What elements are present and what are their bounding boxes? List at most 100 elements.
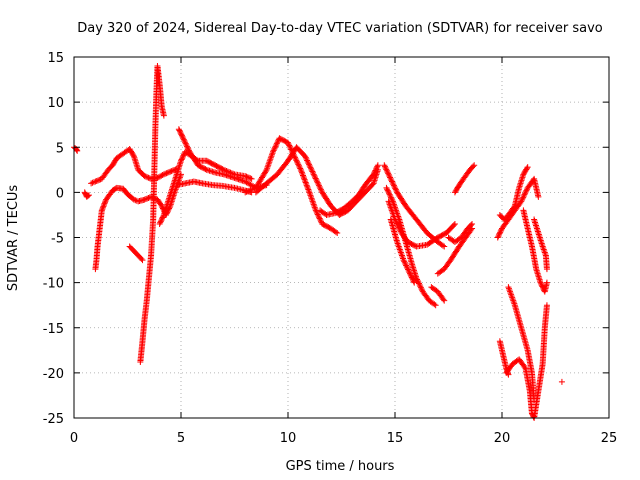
data-point bbox=[141, 196, 148, 203]
data-point bbox=[182, 140, 189, 147]
data-point bbox=[404, 265, 411, 272]
data-point bbox=[432, 302, 439, 309]
data-point bbox=[178, 157, 184, 164]
data-point bbox=[180, 136, 187, 143]
y-tick-label: -5 bbox=[51, 232, 64, 247]
x-tick-label: 25 bbox=[601, 431, 618, 446]
data-point bbox=[157, 173, 164, 180]
data-point bbox=[306, 162, 313, 169]
series-arc-25 bbox=[503, 302, 550, 421]
data-point bbox=[417, 283, 424, 290]
data-point bbox=[144, 195, 151, 202]
data-point bbox=[244, 188, 251, 195]
series-arc-5 bbox=[126, 243, 146, 264]
data-point bbox=[179, 153, 186, 160]
series-arc-28 bbox=[558, 378, 565, 385]
data-point bbox=[314, 211, 321, 218]
data-point bbox=[94, 177, 101, 184]
data-point bbox=[400, 257, 407, 264]
data-point bbox=[543, 302, 550, 309]
data-point bbox=[285, 139, 291, 146]
data-point bbox=[524, 164, 531, 171]
data-point bbox=[273, 140, 280, 147]
data-point bbox=[142, 196, 149, 203]
data-point bbox=[439, 242, 446, 249]
data-point bbox=[440, 296, 447, 303]
data-point bbox=[417, 284, 424, 291]
data-point bbox=[394, 221, 401, 228]
data-point bbox=[383, 166, 390, 173]
series-arc-27 bbox=[531, 216, 550, 273]
data-point bbox=[293, 158, 300, 165]
data-point bbox=[470, 163, 477, 170]
data-point bbox=[185, 147, 192, 154]
data-point bbox=[403, 262, 410, 269]
data-point bbox=[306, 161, 313, 168]
data-point bbox=[385, 170, 392, 177]
data-point bbox=[247, 175, 254, 182]
data-point bbox=[389, 197, 396, 204]
data-point bbox=[158, 172, 165, 179]
data-point bbox=[166, 169, 173, 176]
data-point bbox=[441, 297, 448, 304]
data-point bbox=[74, 147, 81, 154]
data-point bbox=[523, 187, 530, 194]
data-point bbox=[163, 170, 170, 177]
data-point bbox=[451, 220, 458, 227]
data-point bbox=[294, 160, 301, 167]
series-arc-2 bbox=[81, 189, 92, 200]
data-point bbox=[243, 173, 250, 180]
data-point bbox=[392, 186, 399, 193]
data-point bbox=[392, 185, 399, 192]
y-tick-label: 0 bbox=[56, 186, 64, 201]
data-point bbox=[370, 171, 377, 178]
data-point bbox=[274, 139, 281, 146]
data-point bbox=[386, 190, 393, 197]
data-point bbox=[371, 168, 378, 175]
data-point bbox=[296, 164, 303, 171]
data-point bbox=[523, 165, 530, 172]
data-point bbox=[381, 163, 388, 170]
data-point bbox=[297, 166, 304, 173]
data-point bbox=[372, 167, 379, 174]
data-point bbox=[332, 229, 339, 236]
data-point bbox=[520, 192, 527, 199]
y-tick-label: 10 bbox=[47, 96, 64, 111]
data-point bbox=[304, 185, 311, 192]
data-point bbox=[317, 185, 324, 192]
data-point bbox=[98, 207, 105, 214]
data-point bbox=[302, 178, 309, 185]
data-point bbox=[413, 275, 420, 282]
data-point bbox=[141, 173, 148, 180]
data-point bbox=[248, 186, 255, 193]
data-point bbox=[519, 195, 526, 202]
data-point bbox=[102, 197, 109, 204]
data-point bbox=[102, 199, 109, 206]
data-point bbox=[315, 181, 322, 188]
data-point bbox=[395, 224, 402, 231]
data-point bbox=[520, 194, 527, 201]
data-point bbox=[303, 180, 310, 187]
data-point bbox=[418, 285, 425, 292]
data-point bbox=[92, 178, 99, 185]
data-point bbox=[410, 277, 417, 284]
data-point bbox=[522, 190, 529, 197]
data-point bbox=[299, 171, 306, 178]
data-point bbox=[298, 169, 305, 176]
data-point bbox=[159, 215, 166, 222]
data-point bbox=[293, 157, 300, 164]
data-point bbox=[247, 187, 254, 194]
data-point bbox=[537, 279, 544, 286]
data-point bbox=[145, 174, 152, 181]
data-point bbox=[295, 162, 302, 169]
data-point bbox=[177, 130, 184, 137]
data-point bbox=[315, 182, 322, 189]
data-point bbox=[157, 201, 164, 208]
data-point bbox=[316, 215, 323, 222]
x-tick-label: 10 bbox=[280, 431, 297, 446]
series-arc-26 bbox=[520, 207, 550, 295]
data-point bbox=[467, 222, 474, 229]
data-point bbox=[178, 131, 185, 138]
data-point bbox=[132, 197, 139, 204]
data-point bbox=[262, 168, 269, 175]
